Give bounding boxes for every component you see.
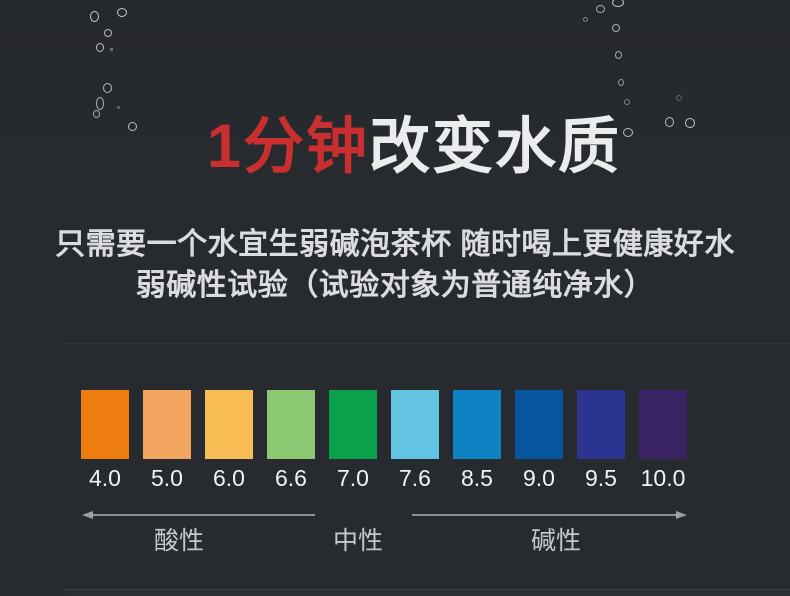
bubble-icon xyxy=(612,0,624,7)
zone-label-acidic: 酸性 xyxy=(153,527,205,555)
ph-scale-item: 7.6 xyxy=(391,390,439,490)
bubble-icon xyxy=(623,128,633,137)
ph-color-swatch xyxy=(143,390,191,459)
ph-color-swatch xyxy=(329,390,377,459)
subtitle-line-1: 只需要一个水宜生弱碱泡茶杯 随时喝上更健康好水 xyxy=(55,228,735,261)
ph-scale-item: 7.0 xyxy=(329,390,377,490)
bubble-icon xyxy=(624,99,630,105)
ph-color-swatch xyxy=(639,390,687,459)
ph-value-label: 7.6 xyxy=(399,465,431,491)
bubble-icon xyxy=(103,83,112,93)
bubble-icon xyxy=(117,106,120,109)
ph-scale: 4.0 5.0 6.0 6.6 7.0 7.6 8.5 9.0 9.5 10.0 xyxy=(81,390,687,490)
bubble-icon xyxy=(93,110,100,118)
bubble-icon xyxy=(117,8,127,17)
title-highlight: 1分钟 xyxy=(207,112,369,180)
ph-value-label: 6.0 xyxy=(213,465,245,491)
bubble-icon xyxy=(110,48,113,51)
bubble-icon xyxy=(665,117,674,127)
bubble-icon xyxy=(618,79,624,86)
bubble-icon xyxy=(128,122,137,131)
next-section-edge xyxy=(65,589,790,596)
ph-scale-item: 5.0 xyxy=(143,390,191,490)
ph-value-label: 4.0 xyxy=(89,465,121,491)
zone-label-neutral: 中性 xyxy=(332,527,384,555)
subtitle-line-2: 弱碱性试验（试验对象为普通纯净水） xyxy=(135,269,655,302)
ph-color-swatch xyxy=(577,390,625,459)
ph-value-label: 8.5 xyxy=(461,465,493,491)
ph-scale-item: 6.0 xyxy=(205,390,253,490)
ph-scale-item: 4.0 xyxy=(81,390,129,490)
bubble-icon xyxy=(96,43,104,52)
ph-value-label: 9.0 xyxy=(523,465,555,491)
zone-label-alkaline: 碱性 xyxy=(530,527,582,555)
ph-scale-item: 6.6 xyxy=(267,390,315,490)
bubble-icon xyxy=(90,11,99,22)
ph-color-swatch xyxy=(267,390,315,459)
title-rest: 改变水质 xyxy=(368,112,621,180)
bubble-icon xyxy=(96,97,104,110)
ph-scale-item: 9.0 xyxy=(515,390,563,490)
ph-color-swatch xyxy=(205,390,253,459)
acidic-arrow-icon xyxy=(82,511,315,519)
bubble-icon xyxy=(615,51,622,59)
ph-scale-item: 10.0 xyxy=(639,390,687,490)
ph-value-label: 5.0 xyxy=(151,465,183,491)
page-title: 1分钟改变水质 xyxy=(0,112,790,180)
ph-color-swatch xyxy=(391,390,439,459)
ph-scale-item: 9.5 xyxy=(577,390,625,490)
ph-value-label: 9.5 xyxy=(585,465,617,491)
alkaline-arrow-icon xyxy=(412,511,687,519)
bubble-icon xyxy=(583,17,588,22)
ph-color-swatch xyxy=(81,390,129,459)
bubble-icon xyxy=(685,118,695,128)
bubble-icon xyxy=(104,29,112,37)
bubble-icon xyxy=(612,24,620,32)
ph-color-swatch xyxy=(515,390,563,459)
ph-scale-item: 8.5 xyxy=(453,390,501,490)
ph-value-label: 10.0 xyxy=(640,465,686,491)
bubble-icon xyxy=(596,5,605,13)
ph-color-swatch xyxy=(453,390,501,459)
section-divider xyxy=(60,343,790,344)
bubble-icon xyxy=(676,95,682,101)
ph-value-label: 6.6 xyxy=(275,465,307,491)
ph-value-label: 7.0 xyxy=(337,465,369,491)
